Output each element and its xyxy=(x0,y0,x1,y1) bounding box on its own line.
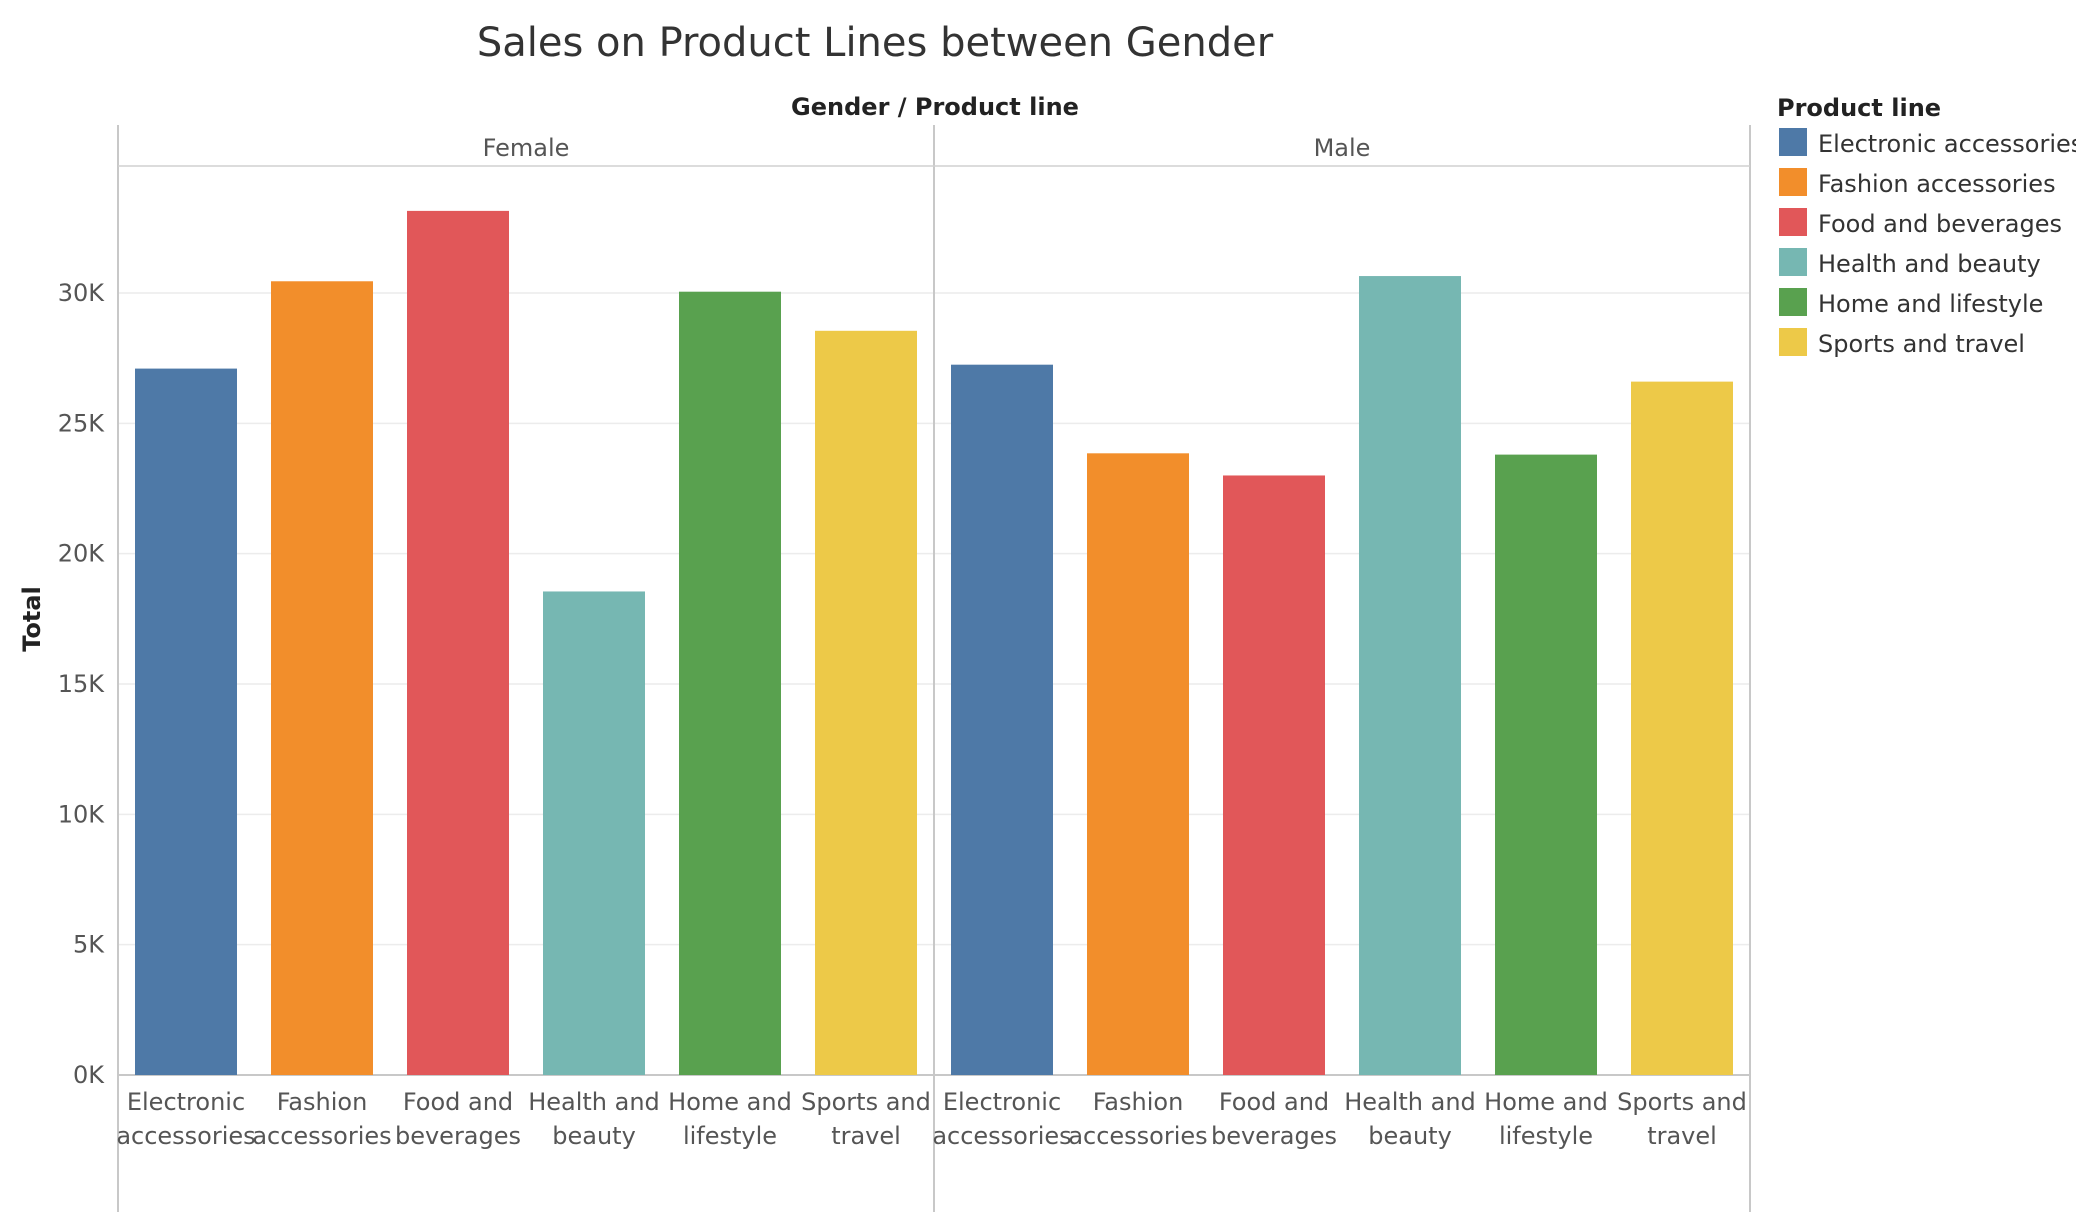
panel-label-male: Male xyxy=(1314,134,1371,162)
panel-headers: Female Male xyxy=(483,134,1371,162)
category-label: Fashion xyxy=(277,1088,368,1116)
category-label: travel xyxy=(1647,1122,1717,1150)
column-header: Gender / Product line xyxy=(791,93,1079,121)
category-label: Food and xyxy=(1219,1088,1329,1116)
bar xyxy=(1087,453,1189,1075)
legend-label: Electronic accessories xyxy=(1818,130,2076,158)
x-axis-labels: ElectronicaccessoriesFashionaccessoriesF… xyxy=(116,1088,1747,1150)
category-label: lifestyle xyxy=(683,1122,777,1150)
bar xyxy=(679,291,781,1075)
legend-label: Sports and travel xyxy=(1818,330,2025,358)
panel-label-female: Female xyxy=(483,134,570,162)
y-tick-label: 5K xyxy=(73,931,105,959)
category-label: beverages xyxy=(1211,1122,1337,1150)
category-label: travel xyxy=(831,1122,901,1150)
legend-title: Product line xyxy=(1777,94,1941,122)
chart-title: Sales on Product Lines between Gender xyxy=(477,20,1274,66)
category-label: Home and xyxy=(1484,1088,1608,1116)
panel-frame xyxy=(117,125,1751,1212)
legend-swatch xyxy=(1779,248,1807,276)
bar xyxy=(1631,381,1733,1075)
category-label: accessories xyxy=(116,1122,255,1150)
legend-label: Fashion accessories xyxy=(1818,170,2056,198)
bar xyxy=(543,591,645,1075)
category-label: Electronic xyxy=(127,1088,245,1116)
y-tick-label: 20K xyxy=(58,540,106,568)
legend-label: Home and lifestyle xyxy=(1818,290,2043,318)
y-tick-label: 25K xyxy=(58,409,106,437)
legend-swatch xyxy=(1779,128,1807,156)
legend-swatch xyxy=(1779,288,1807,316)
category-label: Sports and xyxy=(1617,1088,1747,1116)
bar xyxy=(135,368,237,1075)
bars xyxy=(135,210,1733,1076)
y-tick-label: 10K xyxy=(58,800,106,828)
bar xyxy=(1223,475,1325,1075)
category-label: accessories xyxy=(932,1122,1071,1150)
category-label: Electronic xyxy=(943,1088,1061,1116)
y-tick-label: 30K xyxy=(58,279,106,307)
y-tick-label: 0K xyxy=(73,1061,105,1089)
y-axis-ticks: 0K 5K 10K 15K 20K 25K 30K xyxy=(58,279,106,1089)
legend: Product line Electronic accessories Fashi… xyxy=(1777,94,2076,358)
bar xyxy=(1359,276,1461,1076)
bar xyxy=(407,210,509,1075)
y-tick-label: 15K xyxy=(58,670,106,698)
category-label: lifestyle xyxy=(1499,1122,1593,1150)
category-label: accessories xyxy=(1068,1122,1207,1150)
category-label: beauty xyxy=(1368,1122,1452,1150)
legend-label: Food and beverages xyxy=(1818,210,2062,238)
legend-label: Health and beauty xyxy=(1818,250,2041,278)
bar xyxy=(1495,454,1597,1075)
category-label: Home and xyxy=(668,1088,792,1116)
bar xyxy=(951,364,1053,1075)
category-label: Sports and xyxy=(801,1088,931,1116)
legend-swatch xyxy=(1779,168,1807,196)
y-axis-title: Total xyxy=(18,586,46,652)
legend-swatch xyxy=(1779,328,1807,356)
legend-swatch xyxy=(1779,208,1807,236)
category-label: beverages xyxy=(395,1122,521,1150)
category-label: Health and xyxy=(528,1088,660,1116)
category-label: accessories xyxy=(252,1122,391,1150)
category-label: Food and xyxy=(403,1088,513,1116)
bar xyxy=(815,330,917,1076)
category-label: Fashion xyxy=(1093,1088,1184,1116)
category-label: Health and xyxy=(1344,1088,1476,1116)
category-label: beauty xyxy=(552,1122,636,1150)
bar xyxy=(271,281,373,1075)
